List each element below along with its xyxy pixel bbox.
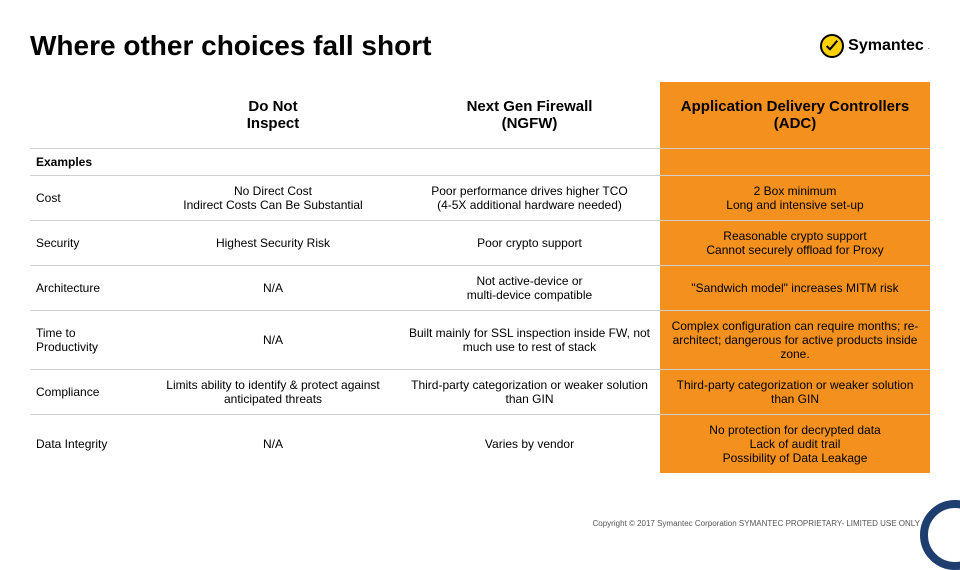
row-label: Compliance	[30, 370, 147, 415]
comparison-table: Do NotInspect Next Gen Firewall(NGFW) Ap…	[30, 82, 930, 473]
table-row: Architecture N/A Not active-device ormul…	[30, 266, 930, 311]
row-label: Architecture	[30, 266, 147, 311]
cell: Varies by vendor	[399, 415, 660, 474]
row-label: Time toProductivity	[30, 311, 147, 370]
corner-decor-icon	[920, 500, 960, 570]
cell: Reasonable crypto supportCannot securely…	[660, 221, 930, 266]
cell: N/A	[147, 266, 399, 311]
table-row: Time toProductivity N/A Built mainly for…	[30, 311, 930, 370]
cell: No Direct CostIndirect Costs Can Be Subs…	[147, 176, 399, 221]
row-label: Data Integrity	[30, 415, 147, 474]
table-header-row: Do NotInspect Next Gen Firewall(NGFW) Ap…	[30, 82, 930, 149]
cell: Complex configuration can require months…	[660, 311, 930, 370]
table-header-ngfw: Next Gen Firewall(NGFW)	[399, 82, 660, 149]
table-row: Security Highest Security Risk Poor cryp…	[30, 221, 930, 266]
cell: Poor crypto support	[399, 221, 660, 266]
cell: N/A	[147, 415, 399, 474]
cell: Third-party categorization or weaker sol…	[660, 370, 930, 415]
examples-label: Examples	[30, 149, 147, 176]
row-label: Security	[30, 221, 147, 266]
table-row: Cost No Direct CostIndirect Costs Can Be…	[30, 176, 930, 221]
cell: 2 Box minimumLong and intensive set-up	[660, 176, 930, 221]
row-label: Cost	[30, 176, 147, 221]
cell: Not active-device ormulti-device compati…	[399, 266, 660, 311]
cell: Limits ability to identify & protect aga…	[147, 370, 399, 415]
cell: Third-party categorization or weaker sol…	[399, 370, 660, 415]
brand-logo: Symantec .	[820, 34, 930, 58]
table-header-adc: Application Delivery Controllers(ADC)	[660, 82, 930, 149]
table-row: Data Integrity N/A Varies by vendor No p…	[30, 415, 930, 474]
examples-row: Examples	[30, 149, 930, 176]
cell: No protection for decrypted dataLack of …	[660, 415, 930, 474]
slide: Where other choices fall short Symantec …	[0, 0, 960, 540]
cell: N/A	[147, 311, 399, 370]
brand-trademark: .	[928, 42, 930, 51]
table-header-blank	[30, 82, 147, 149]
table-header-do-not-inspect: Do NotInspect	[147, 82, 399, 149]
copyright-footer: Copyright © 2017 Symantec Corporation SY…	[593, 519, 921, 528]
check-circle-icon	[820, 34, 844, 58]
examples-blank-3	[660, 149, 930, 176]
examples-blank-1	[147, 149, 399, 176]
brand-name: Symantec	[848, 37, 924, 55]
table-row: Compliance Limits ability to identify & …	[30, 370, 930, 415]
cell: Poor performance drives higher TCO(4-5X …	[399, 176, 660, 221]
page-title: Where other choices fall short	[30, 30, 930, 62]
examples-blank-2	[399, 149, 660, 176]
cell: Built mainly for SSL inspection inside F…	[399, 311, 660, 370]
cell: Highest Security Risk	[147, 221, 399, 266]
cell: "Sandwich model" increases MITM risk	[660, 266, 930, 311]
